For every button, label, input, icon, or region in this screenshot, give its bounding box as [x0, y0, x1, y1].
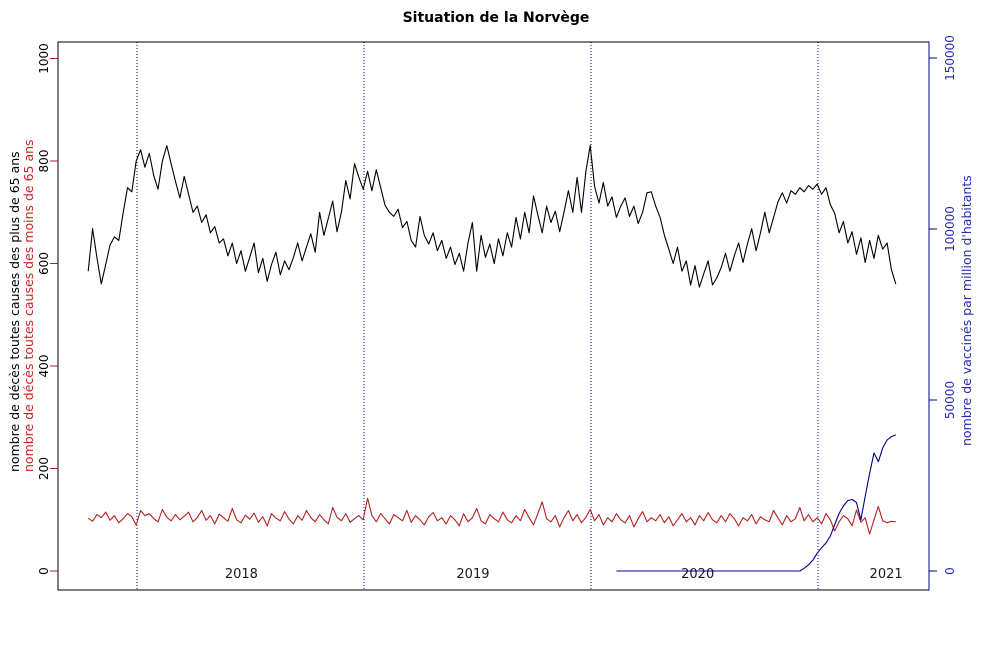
x-axis-year-label: 2020 [681, 567, 714, 582]
series-deces-plus-65-ans [87, 145, 897, 288]
left-tick-label: 0 [37, 567, 51, 575]
x-axis-year-label: 2018 [225, 567, 258, 582]
right-tick-label: 100000 [943, 206, 957, 252]
right-tick-label: 0 [943, 567, 957, 575]
left-tick-label: 200 [37, 457, 51, 480]
left-tick-label: 600 [37, 252, 51, 275]
left-tick-label: 1000 [37, 43, 51, 74]
left-tick-label: 400 [37, 355, 51, 378]
chart-title: Situation de la Norvège [402, 10, 590, 26]
x-axis-year-label: 2021 [870, 567, 903, 582]
series-deces-moins-65-ans [87, 497, 896, 535]
x-axis-year-label: 2019 [456, 567, 489, 582]
left-tick-label: 800 [37, 150, 51, 173]
right-tick-label: 50000 [943, 381, 957, 419]
plot-box [57, 41, 930, 591]
series-vaccines-par-million [616, 434, 896, 572]
right-tick-label: 150000 [943, 35, 957, 81]
